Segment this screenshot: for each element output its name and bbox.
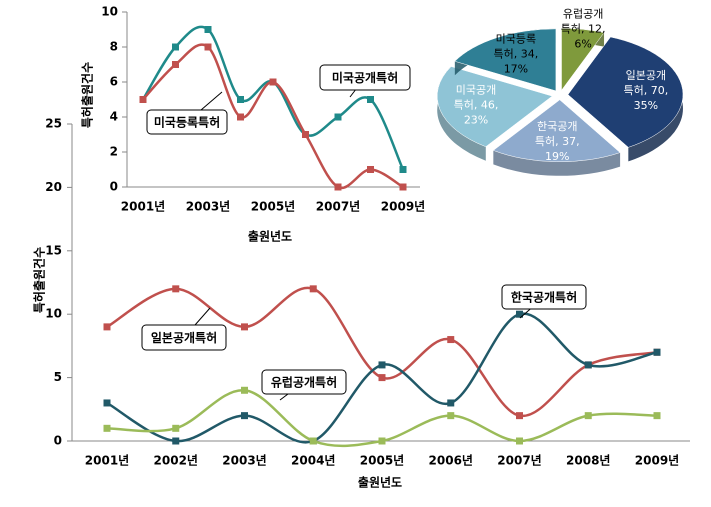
y-tick-label: 0 <box>54 434 62 448</box>
point <box>237 113 244 121</box>
y-tick-label: 25 <box>45 117 62 131</box>
point <box>241 323 248 331</box>
point <box>584 412 592 420</box>
point <box>172 285 180 293</box>
point <box>447 412 455 420</box>
point <box>241 386 248 394</box>
point <box>447 336 455 344</box>
point <box>241 412 248 420</box>
point <box>204 26 212 33</box>
y-tick-label: 5 <box>54 370 62 384</box>
x-tick-label: 2005년 <box>251 200 295 214</box>
point <box>309 437 317 445</box>
x-tick-label: 2008년 <box>566 454 610 468</box>
series-label: 미국등록특허 <box>154 115 220 130</box>
point <box>334 113 342 121</box>
point <box>516 437 523 445</box>
series-line <box>141 25 405 171</box>
y-tick-label: 6 <box>110 75 118 89</box>
point <box>447 399 455 407</box>
x-tick-label: 2007년 <box>497 454 541 468</box>
x-tick-label: 2004년 <box>291 454 335 468</box>
point <box>334 183 342 191</box>
point <box>204 43 212 51</box>
pie-label: 한국공개 특허, 37, 19% <box>535 120 580 163</box>
x-tick-label: 2002년 <box>154 454 198 468</box>
y-tick-label: 0 <box>110 180 118 194</box>
point <box>103 399 111 407</box>
x-tick-label: 2009년 <box>381 200 425 214</box>
point <box>653 412 661 420</box>
callout-box <box>319 64 411 91</box>
point <box>399 183 407 191</box>
pie-slice <box>492 99 621 163</box>
point <box>103 424 111 432</box>
point <box>172 43 179 51</box>
point <box>172 437 180 445</box>
point <box>378 437 386 445</box>
x-axis-label: 출원년도 <box>358 475 402 490</box>
point <box>237 96 244 103</box>
point <box>103 323 111 331</box>
pie-slice-side <box>437 66 486 161</box>
y-axis-label: 특허출원건수 <box>32 247 47 313</box>
point <box>653 348 661 356</box>
pie-label: 유럽공개 특허, 12, 6% <box>561 6 606 50</box>
y-tick-label: 10 <box>45 307 62 321</box>
point <box>516 412 523 420</box>
y-tick-label: 4 <box>110 110 118 124</box>
x-tick-label: 2006년 <box>429 454 473 468</box>
point <box>172 61 179 68</box>
y-tick-label: 2 <box>110 145 118 159</box>
pie: 유럽공개 특허, 12, 6% 일본공개 특허, 70, 35% 한국공개 특허, 37, 19… <box>437 6 684 176</box>
point <box>399 166 407 173</box>
x-tick-label: 2001년 <box>85 454 129 468</box>
pie-slice <box>561 28 605 92</box>
pie-label: 미국공개 특허, 46, 23% <box>454 84 499 127</box>
x-axis-label: 출원년도 <box>248 229 292 244</box>
series-label: 일본공개특허 <box>151 330 217 345</box>
pie-slice <box>454 28 557 92</box>
pie-label: 미국등록 특허, 34, 17% <box>494 33 539 76</box>
x-tick-label: 2003년 <box>186 200 230 214</box>
series-label: 한국공개특허 <box>511 290 577 305</box>
point <box>139 96 147 103</box>
x-tick-label: 2005년 <box>360 454 404 468</box>
callout-box <box>501 284 587 310</box>
series-label: 미국공개특허 <box>332 70 398 85</box>
y-tick-label: 20 <box>45 180 62 194</box>
point <box>302 131 309 138</box>
pie-slice-side <box>493 150 621 176</box>
pie-slice <box>437 66 553 147</box>
y-tick-label: 15 <box>45 243 62 257</box>
x-tick-label: 2001년 <box>121 200 165 214</box>
x-tick-label: 2009년 <box>635 454 679 468</box>
y-axis-label: 특허출원건수 <box>80 62 95 128</box>
point <box>516 310 523 318</box>
point <box>309 285 317 293</box>
x-tick-label: 2007년 <box>316 200 360 214</box>
point <box>172 424 180 432</box>
point <box>584 361 592 369</box>
point <box>269 78 277 86</box>
point <box>367 166 374 173</box>
point <box>367 96 374 103</box>
x-tick-label: 2003년 <box>222 454 266 468</box>
pie-slice <box>567 36 684 148</box>
callout-box <box>261 369 347 395</box>
y-tick-label: 10 <box>101 5 118 19</box>
point <box>378 361 386 369</box>
series-label: 유럽공개특허 <box>271 375 337 390</box>
callout-box <box>141 324 227 351</box>
pie-label: 일본공개 특허, 70, 35% <box>624 68 669 112</box>
y-tick-label: 8 <box>110 40 118 54</box>
callout-box <box>146 109 228 135</box>
point <box>378 374 386 382</box>
